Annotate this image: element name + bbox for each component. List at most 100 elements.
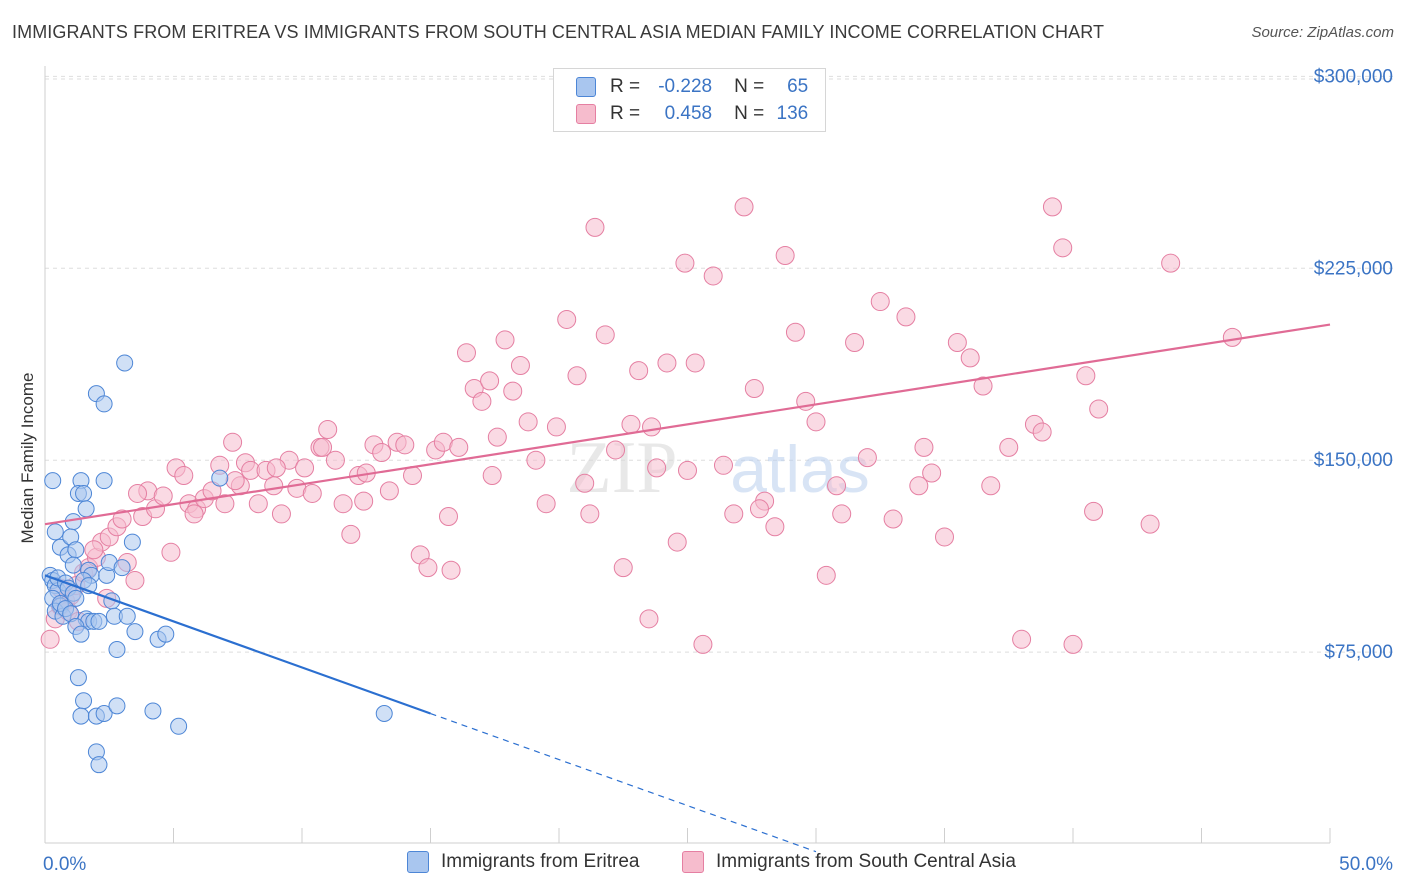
data-point: [503, 381, 523, 401]
data-point: [44, 472, 62, 490]
data-point: [606, 440, 626, 460]
data-point: [174, 466, 194, 486]
data-point: [40, 629, 60, 649]
correlation-legend: R = -0.228 N = 65 R = 0.458 N = 136: [553, 68, 826, 132]
asia-legend-label: Immigrants from South Central Asia: [716, 851, 1016, 872]
data-point: [95, 705, 113, 723]
data-point: [441, 560, 461, 580]
data-point: [372, 443, 392, 463]
data-point: [90, 612, 108, 630]
data-point: [960, 348, 980, 368]
data-point: [495, 330, 515, 350]
data-point: [161, 542, 181, 562]
data-point: [472, 391, 492, 411]
data-point: [333, 494, 353, 514]
y-tick-label: $75,000: [1324, 642, 1393, 663]
data-point: [827, 476, 847, 496]
watermark-atlas: atlas: [730, 432, 869, 506]
legend-r-value: -0.228: [658, 76, 713, 97]
data-point: [438, 506, 458, 526]
data-point: [480, 371, 500, 391]
data-point: [128, 483, 148, 503]
series-south-central-asia: [40, 197, 1242, 654]
legend-n-label: N =: [734, 76, 765, 97]
data-point: [595, 325, 615, 345]
data-point: [72, 625, 90, 643]
data-point: [675, 253, 695, 273]
data-point: [1012, 629, 1032, 649]
data-point: [744, 379, 764, 399]
data-point: [403, 466, 423, 486]
data-point: [341, 524, 361, 544]
data-point: [981, 476, 1001, 496]
data-point: [585, 217, 605, 237]
data-point: [112, 509, 132, 529]
asia-legend-swatch: [682, 851, 704, 873]
data-point: [816, 565, 836, 585]
x-tick-labels: 0.0% 50.0%: [43, 854, 1393, 875]
data-point: [116, 354, 134, 372]
eritrea-swatch: [576, 77, 596, 97]
data-point: [693, 634, 713, 654]
x-tick-label: 0.0%: [43, 854, 86, 875]
chart-title: IMMIGRANTS FROM ERITREA VS IMMIGRANTS FR…: [12, 22, 1105, 42]
data-point: [125, 570, 145, 590]
data-point: [313, 437, 333, 457]
data-point: [418, 558, 438, 578]
data-point: [536, 494, 556, 514]
data-point: [84, 540, 104, 560]
data-point: [95, 472, 113, 490]
data-point: [302, 483, 322, 503]
legend-r-label: R =: [610, 76, 641, 97]
data-point: [211, 469, 229, 487]
data-point: [713, 455, 733, 475]
data-point: [857, 448, 877, 468]
y-axis-label: Median Family Income: [18, 372, 37, 544]
data-point: [973, 376, 993, 396]
data-point: [487, 427, 507, 447]
data-point: [69, 669, 87, 687]
legend-row-asia: R = 0.458 N = 136: [576, 101, 808, 127]
data-point: [1161, 253, 1181, 273]
data-point: [806, 412, 826, 432]
data-point: [379, 481, 399, 501]
data-point: [1084, 501, 1104, 521]
data-point: [46, 523, 64, 541]
data-point: [90, 756, 108, 774]
data-point: [295, 458, 315, 478]
data-point: [845, 332, 865, 352]
x-tick-label: 50.0%: [1339, 854, 1393, 875]
data-point: [657, 353, 677, 373]
asia-swatch: [576, 104, 596, 124]
data-point: [170, 717, 188, 735]
data-point: [734, 197, 754, 217]
data-point: [75, 692, 93, 710]
data-point: [678, 460, 697, 480]
data-point: [325, 450, 345, 470]
data-point: [999, 437, 1019, 457]
data-point: [870, 292, 890, 312]
data-point: [77, 500, 95, 518]
data-point: [482, 466, 502, 486]
data-point: [64, 556, 82, 574]
eritrea-trend-line: [44, 574, 431, 715]
data-point: [264, 476, 284, 496]
data-point: [108, 697, 126, 715]
data-point: [1089, 399, 1109, 419]
data-point: [629, 361, 649, 381]
data-point: [67, 589, 85, 607]
data-point: [518, 412, 538, 432]
data-point: [667, 532, 687, 552]
data-point: [883, 509, 903, 529]
y-tick-labels: $75,000 $150,000 $225,000 $300,000: [1314, 66, 1393, 663]
data-point: [126, 623, 144, 641]
data-point: [896, 307, 916, 327]
data-point: [108, 641, 126, 659]
data-point: [947, 332, 967, 352]
data-point: [546, 417, 566, 437]
data-point: [685, 353, 705, 373]
data-point: [613, 558, 633, 578]
data-point: [775, 245, 795, 265]
data-point: [1063, 634, 1083, 654]
data-point: [75, 484, 93, 502]
